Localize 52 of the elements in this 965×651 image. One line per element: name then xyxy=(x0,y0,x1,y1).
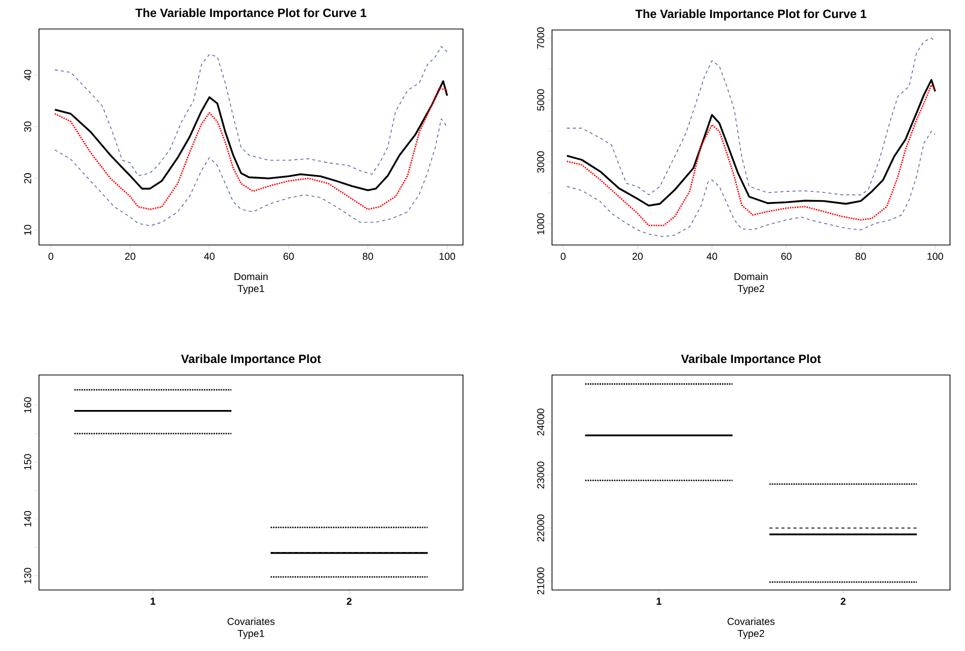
x-axis-title: Covariates xyxy=(728,618,775,625)
x-tick-label: 100 xyxy=(440,252,456,260)
line-series xyxy=(54,46,448,176)
x-tick-label: 80 xyxy=(362,252,374,260)
line-series xyxy=(566,130,936,238)
chart-title: Varibale Importance Plot xyxy=(181,354,321,366)
text: Type1 xyxy=(238,630,264,639)
y-tick-label: 30 xyxy=(24,121,32,132)
y-tick-label: 7000 xyxy=(537,27,544,49)
y-tick-label: 1000 xyxy=(537,213,544,234)
x-tick-label: 1 xyxy=(656,598,662,605)
x-tick-label: 100 xyxy=(928,252,944,260)
line-series xyxy=(566,84,936,226)
y-tick-label: 150 xyxy=(24,454,32,470)
chart-title: Varibale Importance Plot xyxy=(681,354,821,366)
x-tick-label: 40 xyxy=(706,252,718,260)
text: Type2 xyxy=(738,285,764,294)
y-tick-label: 10 xyxy=(24,224,32,235)
text: Type1 xyxy=(238,285,264,294)
chart-title: The Variable Importance Plot for Curve 1 xyxy=(135,8,366,20)
x-tick-label: 40 xyxy=(204,252,215,260)
line-series xyxy=(566,78,936,207)
x-tick-label: 2 xyxy=(840,598,846,605)
y-tick-label: 23000 xyxy=(537,462,544,488)
y-tick-label: 21000 xyxy=(537,567,544,594)
x-tick-label: 20 xyxy=(632,252,643,260)
y-tick-label: 130 xyxy=(24,568,32,584)
y-tick-label: 22000 xyxy=(537,514,544,542)
y-tick-label: 24000 xyxy=(537,408,544,436)
y-tick-label: 140 xyxy=(24,510,32,526)
chart-title: The Variable Importance Plot for Curve 1 xyxy=(635,9,866,20)
x-tick-label: 2 xyxy=(346,598,352,605)
text: Type2 xyxy=(738,630,764,639)
y-tick-label: 20 xyxy=(24,173,32,184)
line-series xyxy=(54,118,448,226)
x-tick-label: 80 xyxy=(856,252,866,260)
line-series xyxy=(566,38,936,196)
x-axis-title: Covariates xyxy=(228,618,275,625)
x-tick-label: 60 xyxy=(781,252,792,260)
x-axis-title: Domain xyxy=(234,272,268,280)
line-series xyxy=(54,80,448,192)
y-tick-label: 40 xyxy=(24,70,32,80)
y-tick-label: 5000 xyxy=(537,89,544,111)
x-tick-label: 60 xyxy=(284,252,294,260)
x-tick-label: 1 xyxy=(150,598,156,605)
x-tick-label: 0 xyxy=(560,252,566,260)
line-series xyxy=(54,87,448,210)
y-tick-label: 3000 xyxy=(537,151,544,173)
x-tick-label: 20 xyxy=(125,252,136,260)
x-tick-label: 0 xyxy=(48,252,54,260)
x-axis-title: Domain xyxy=(734,272,768,280)
y-tick-label: 160 xyxy=(24,397,32,413)
